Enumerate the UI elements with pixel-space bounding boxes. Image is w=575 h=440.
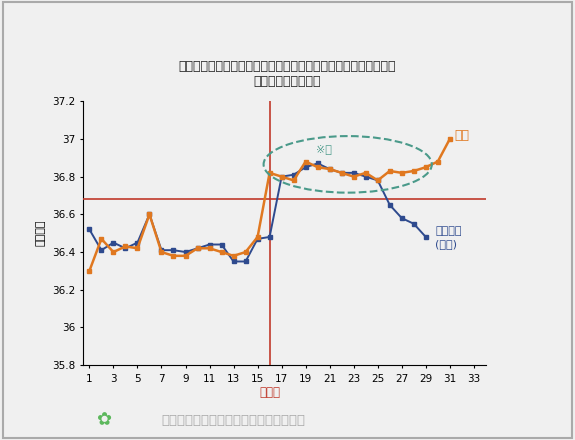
Text: 基礎体温が安定していて期待したけど妊娠していなかった周期と: 基礎体温が安定していて期待したけど妊娠していなかった周期と bbox=[179, 59, 396, 73]
Text: ※１: ※１ bbox=[316, 144, 332, 154]
Text: 妊娠した周期の比較: 妊娠した周期の比較 bbox=[254, 75, 321, 88]
Text: ✿: ✿ bbox=[96, 411, 111, 429]
Text: リセット: リセット bbox=[435, 226, 462, 236]
Text: 妊娠: 妊娠 bbox=[455, 128, 470, 142]
Text: 排卵日: 排卵日 bbox=[259, 386, 280, 399]
Text: (生理): (生理) bbox=[435, 239, 457, 249]
Y-axis label: 基礎体温: 基礎体温 bbox=[36, 220, 45, 246]
Text: 妊娠したい　周期はこれで妊娠しました: 妊娠したい 周期はこれで妊娠しました bbox=[161, 414, 305, 427]
